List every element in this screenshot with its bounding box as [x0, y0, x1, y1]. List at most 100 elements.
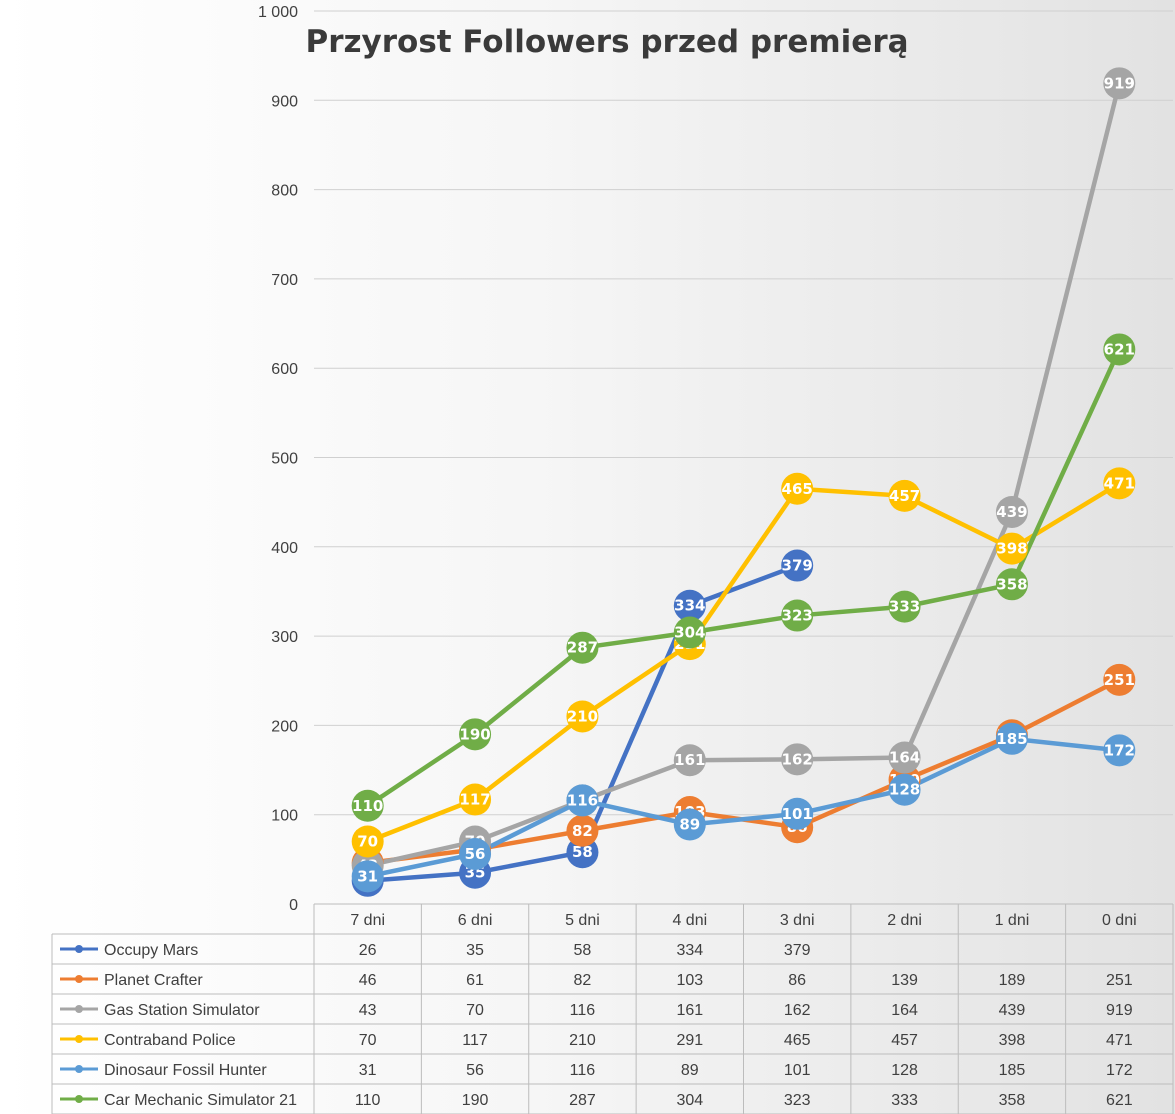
table-cell: 110	[355, 1092, 381, 1109]
data-point	[1103, 663, 1136, 696]
table-cell: 185	[999, 1062, 1026, 1079]
data-label: 334	[674, 597, 705, 615]
y-tick-label: 400	[271, 540, 298, 557]
data-point	[351, 860, 384, 893]
y-tick-label: 500	[271, 451, 298, 468]
data-point	[995, 722, 1028, 755]
table-cell: 333	[891, 1092, 918, 1109]
table-cell: 162	[784, 1002, 811, 1019]
data-label: 172	[1104, 741, 1135, 759]
table-cell: 358	[999, 1092, 1026, 1109]
data-label: 117	[459, 791, 490, 809]
y-tick-label: 0	[289, 897, 298, 914]
legend-label: Occupy Mars	[104, 942, 198, 959]
table-cell: 31	[359, 1062, 377, 1079]
y-axis-labels: 0 100 200 300 400 500 600 700 800 900 1 000	[258, 4, 298, 914]
data-point	[459, 783, 492, 816]
table-cell: 43	[359, 1002, 377, 1019]
series-line	[367, 82, 1122, 868]
data-table: 7 dni 6 dni 5 dni 4 dni 3 dni 2 dni 1 dni 0 dni…	[51, 903, 1174, 1114]
table-cell: 70	[466, 1002, 484, 1019]
data-point	[1103, 67, 1136, 100]
data-point	[566, 784, 599, 817]
table-cell: 172	[1106, 1062, 1133, 1079]
data-point	[781, 797, 814, 830]
table-cell: 101	[784, 1062, 811, 1079]
data-point	[459, 837, 492, 870]
x-tick-label: 7 dni	[350, 912, 385, 929]
table-cell: 161	[676, 1002, 703, 1019]
data-point	[673, 744, 706, 777]
data-label: 379	[782, 557, 813, 575]
data-point	[888, 773, 921, 806]
data-point	[781, 743, 814, 776]
legend-marker	[75, 1065, 83, 1073]
table-cell: 291	[676, 1032, 703, 1049]
table-cell: 471	[1106, 1032, 1133, 1049]
data-label: 128	[889, 781, 920, 799]
data-point	[1103, 333, 1136, 366]
y-tick-label: 300	[271, 629, 298, 646]
data-label: 162	[782, 750, 813, 768]
table-cell: 251	[1106, 972, 1133, 989]
y-tick-label: 100	[271, 808, 298, 825]
data-point	[995, 495, 1028, 528]
y-tick-label: 900	[271, 93, 298, 110]
data-point	[888, 590, 921, 623]
data-label: 58	[572, 843, 593, 861]
data-label: 210	[567, 707, 598, 725]
series-line	[366, 348, 1122, 808]
data-point	[781, 549, 814, 582]
y-tick-label: 700	[271, 272, 298, 289]
x-tick-label: 0 dni	[1102, 912, 1137, 929]
table-cell: 46	[359, 972, 377, 989]
table-cell: 323	[784, 1092, 811, 1109]
data-label: 333	[889, 598, 920, 616]
table-cell: 35	[466, 942, 484, 959]
data-label: 116	[567, 791, 598, 809]
table-cell: 398	[999, 1032, 1026, 1049]
data-point	[566, 700, 599, 733]
table-cell: 56	[466, 1062, 484, 1079]
data-label: 457	[889, 487, 920, 505]
table-cell: 287	[569, 1092, 596, 1109]
data-point	[566, 631, 599, 664]
x-tick-label: 4 dni	[672, 912, 707, 929]
table-cell: 919	[1106, 1002, 1133, 1019]
table-cell: 116	[570, 1002, 596, 1019]
data-point	[351, 825, 384, 858]
y-tick-label: 600	[271, 361, 298, 378]
data-point	[888, 741, 921, 774]
legend-label: Dinosaur Fossil Hunter	[104, 1062, 267, 1079]
data-point	[351, 789, 384, 822]
data-point	[673, 589, 706, 622]
table-cell: 304	[676, 1092, 703, 1109]
legend-marker	[75, 1095, 83, 1103]
data-point	[995, 532, 1028, 565]
table-cell: 86	[788, 972, 806, 989]
data-label: 465	[782, 480, 813, 498]
data-point	[888, 479, 921, 512]
data-label: 287	[567, 639, 598, 657]
legend-marker	[75, 1005, 83, 1013]
data-point	[459, 718, 492, 751]
table-cell: 70	[359, 1032, 377, 1049]
table-cell: 334	[676, 942, 703, 959]
table-cell: 116	[570, 1062, 596, 1079]
series-points: 2635583343794661821038613918925143701161…	[351, 67, 1136, 897]
legend-marker	[75, 975, 83, 983]
table-cell: 164	[891, 1002, 918, 1019]
data-point	[673, 616, 706, 649]
legend-label: Car Mechanic Simulator 21	[104, 1092, 297, 1109]
data-label: 439	[996, 503, 1027, 521]
data-label: 185	[996, 730, 1027, 748]
data-point	[1103, 734, 1136, 767]
data-label: 323	[782, 607, 813, 625]
table-cell: 26	[359, 942, 377, 959]
table-cell: 61	[466, 972, 484, 989]
series-line	[366, 481, 1121, 844]
x-tick-label: 2 dni	[887, 912, 922, 929]
legend-label: Contraband Police	[104, 1032, 236, 1049]
data-label: 471	[1104, 474, 1135, 492]
table-cell: 439	[999, 1002, 1026, 1019]
